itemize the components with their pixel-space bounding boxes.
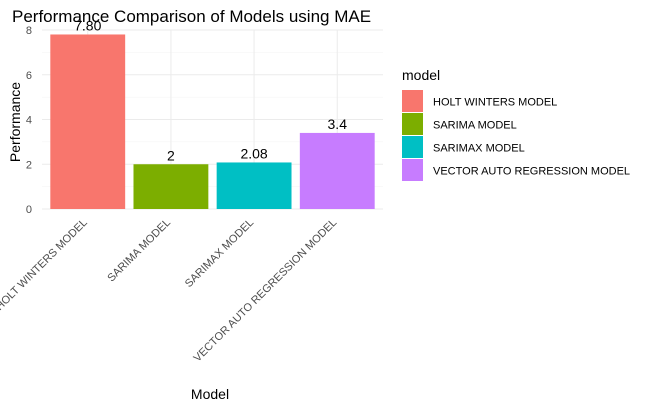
- bar: [50, 34, 126, 209]
- legend-label: SARIMAX MODEL: [433, 143, 525, 155]
- x-axis-title: Model: [191, 386, 229, 402]
- x-tick-label: SARIMAX MODEL: [183, 217, 256, 290]
- bar-value-label: 3.4: [328, 116, 348, 132]
- bar: [216, 162, 292, 209]
- legend: model HOLT WINTERS MODEL SARIMA MODEL SARI…: [402, 67, 630, 181]
- data-labels: 7.80 2 2.08 3.4: [74, 17, 347, 163]
- legend-label: HOLT WINTERS MODEL: [433, 97, 557, 109]
- y-tick-label: 2: [26, 159, 32, 171]
- bar-value-label: 2: [167, 147, 175, 163]
- y-tick-label: 4: [26, 115, 32, 127]
- legend-swatch: [402, 113, 423, 135]
- x-axis-ticks: HOLT WINTERS MODEL SARIMA MODEL SARIMAX MO…: [0, 217, 339, 365]
- bars: [50, 34, 375, 209]
- y-tick-label: 8: [26, 25, 32, 37]
- bar: [299, 132, 375, 209]
- y-axis-title: Performance: [7, 82, 23, 162]
- legend-swatch: [402, 136, 423, 158]
- legend-label: SARIMA MODEL: [433, 120, 517, 132]
- x-tick-label: SARIMA MODEL: [105, 217, 173, 285]
- x-tick-label: VECTOR AUTO REGRESSION MODEL: [192, 217, 340, 365]
- legend-label: VECTOR AUTO REGRESSION MODEL: [433, 166, 630, 178]
- chart-title: Performance Comparison of Models using M…: [12, 7, 371, 26]
- bar: [133, 164, 209, 209]
- legend-title: model: [402, 67, 440, 83]
- x-tick-label: HOLT WINTERS MODEL: [0, 217, 90, 313]
- y-tick-label: 6: [26, 70, 32, 82]
- y-tick-label: 0: [26, 204, 32, 216]
- bar-value-label: 7.80: [74, 17, 101, 33]
- y-axis-ticks: 0 2 4 6 8: [26, 25, 32, 216]
- legend-swatch: [402, 159, 423, 181]
- bar-value-label: 2.08: [240, 145, 267, 161]
- legend-swatch: [402, 90, 423, 112]
